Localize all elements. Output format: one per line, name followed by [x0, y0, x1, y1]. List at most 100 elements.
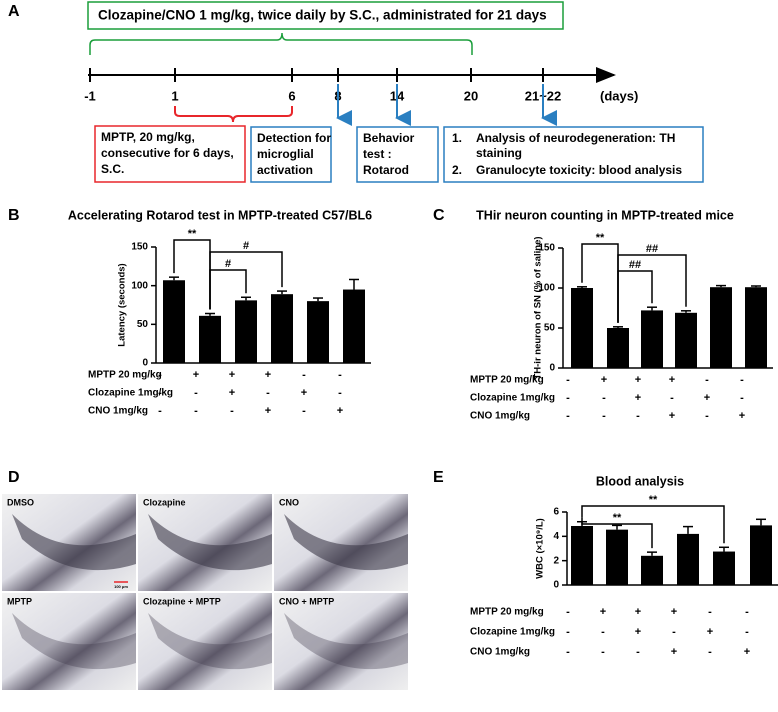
treatment-sign: +: [669, 410, 675, 422]
event-text: activation: [257, 163, 313, 177]
header-text: Clozapine/CNO 1 mg/kg, twice daily by S.…: [98, 8, 547, 23]
significance-bracket: [581, 517, 653, 549]
treatment-sign: -: [672, 626, 676, 638]
treatment-label: MPTP 20 mg/kg: [470, 375, 544, 386]
chart-title: THir neuron counting in MPTP-treated mic…: [476, 208, 734, 222]
treatment-label: Clozapine 1mg/kg: [470, 627, 555, 638]
treatment-label: Clozapine 1mg/kg: [470, 393, 555, 404]
significance-label: #: [225, 258, 231, 270]
y-tick-label: 150: [131, 242, 148, 253]
treatment-sign: -: [566, 606, 570, 618]
panel-letter: A: [8, 3, 20, 20]
treatment-sign: -: [566, 374, 570, 386]
treatment-sign: -: [194, 405, 198, 417]
list-text: Granulocyte toxicity: blood analysis: [476, 163, 682, 177]
list-text: Analysis of neurodegeneration: TH: [476, 131, 675, 145]
treatment-sign: +: [337, 405, 343, 417]
treatment-sign: -: [740, 392, 744, 404]
treatment-sign: -: [302, 405, 306, 417]
treatment-sign: +: [707, 626, 713, 638]
treatment-label: CNO 1mg/kg: [470, 647, 530, 658]
significance-label: #: [243, 240, 249, 252]
micrograph-label: CNO + MPTP: [279, 596, 334, 606]
treatment-sign: -: [566, 626, 570, 638]
micrograph: [2, 593, 136, 690]
treatment-sign: -: [601, 646, 605, 658]
bar: [571, 525, 593, 585]
bar: [307, 301, 329, 363]
list-text: staining: [476, 146, 522, 160]
treatment-sign: +: [635, 392, 641, 404]
treatment-sign: -: [338, 387, 342, 399]
treatment-sign: -: [601, 626, 605, 638]
event-text: S.C.: [101, 162, 124, 176]
treatment-sign: -: [602, 392, 606, 404]
event-text: test :: [363, 147, 392, 161]
significance-bracket: [209, 251, 283, 310]
treatment-sign: -: [338, 369, 342, 381]
treatment-sign: +: [193, 369, 199, 381]
timeline-label: 1: [171, 88, 178, 103]
treatment-sign: +: [229, 369, 235, 381]
y-tick-label: 150: [538, 243, 555, 254]
y-tick-label: 50: [544, 323, 556, 334]
treatment-sign: -: [158, 369, 162, 381]
event-text: MPTP, 20 mg/kg,: [101, 130, 195, 144]
event-box: [443, 126, 704, 183]
bar: [713, 551, 735, 585]
event-box: [94, 125, 246, 183]
treatment-sign: -: [194, 387, 198, 399]
bar: [163, 280, 185, 363]
panel-letter: D: [8, 469, 20, 486]
bar: [343, 289, 365, 363]
mptp-bracket: [174, 106, 293, 123]
y-tick-label: 0: [549, 363, 555, 374]
treatment-sign: -: [158, 387, 162, 399]
panel-letter: B: [8, 207, 20, 224]
chart-title: Blood analysis: [596, 474, 684, 488]
y-tick-label: 100: [131, 280, 148, 291]
treatment-label: MPTP 20 mg/kg: [470, 607, 544, 618]
tissue-band: [148, 514, 272, 571]
treatment-label: CNO 1mg/kg: [470, 411, 530, 422]
treatment-sign: +: [601, 374, 607, 386]
treatment-label: MPTP 20 mg/kg: [88, 370, 162, 381]
treatment-sign: -: [708, 646, 712, 658]
list-number: 2.: [452, 163, 462, 177]
treatment-sign: -: [708, 606, 712, 618]
treatment-sign: -: [566, 392, 570, 404]
micrograph-label: DMSO: [7, 497, 34, 507]
significance-label: **: [649, 494, 658, 506]
timeline-unit: (days): [600, 88, 638, 103]
bar: [571, 288, 593, 368]
bar: [606, 529, 628, 585]
scale-label: 100 μm: [114, 584, 128, 589]
treatment-sign: -: [566, 410, 570, 422]
treatment-sign: +: [744, 646, 750, 658]
treatment-sign: +: [301, 387, 307, 399]
y-tick-label: 50: [137, 319, 149, 330]
treatment-sign: -: [566, 646, 570, 658]
event-box: [250, 126, 332, 183]
significance-bracket: [617, 254, 687, 323]
y-tick-label: 0: [553, 580, 559, 591]
bar: [271, 294, 293, 363]
y-axis-label: Latency (seconds): [117, 263, 128, 346]
event-text: Behavior: [363, 131, 415, 145]
y-tick-label: 4: [553, 531, 559, 542]
treatment-sign: -: [636, 410, 640, 422]
treatment-sign: +: [265, 369, 271, 381]
treatment-sign: -: [705, 374, 709, 386]
list-number: 1.: [452, 131, 462, 145]
treatment-sign: -: [740, 374, 744, 386]
treatment-sign: +: [671, 606, 677, 618]
y-tick-label: 0: [142, 358, 148, 369]
treatment-sign: +: [635, 606, 641, 618]
treatment-sign: -: [230, 405, 234, 417]
micrograph-label: MPTP: [7, 596, 32, 606]
bar: [750, 525, 772, 585]
treatment-label: Clozapine 1mg/kg: [88, 388, 173, 399]
header-box: [87, 1, 564, 30]
bar: [641, 310, 663, 368]
significance-label: **: [188, 228, 197, 240]
